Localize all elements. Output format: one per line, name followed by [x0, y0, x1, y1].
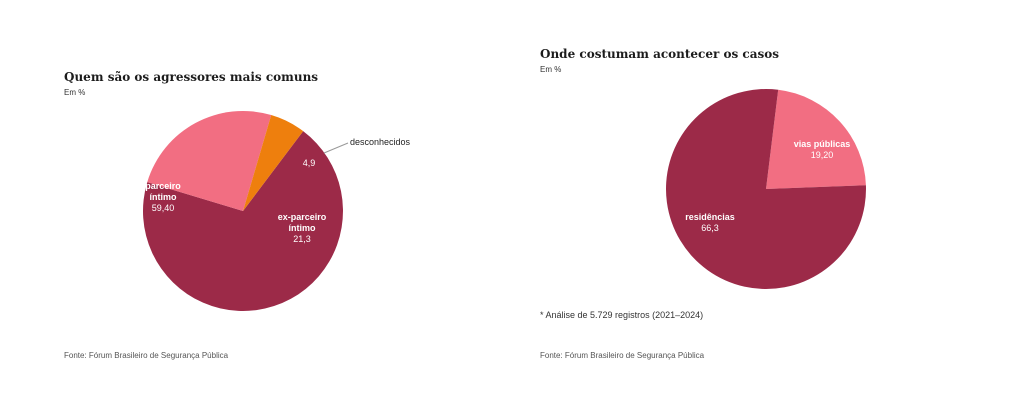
slice-value-label: 4,9 — [303, 158, 316, 168]
slice-label-residencias: residências 66,3 — [685, 212, 735, 233]
slice-name-line: ex-parceiro — [278, 212, 327, 222]
pie-slice-residencias — [666, 89, 867, 290]
chart-subtitle: Em % — [540, 65, 562, 74]
pie-slice-ex-parceiro-intimo — [147, 110, 272, 211]
slice-name-label: desconhecidos — [350, 137, 411, 147]
slice-name-line: parceiro — [145, 181, 181, 191]
chart-title: Onde costumam acontecer os casos — [540, 47, 780, 61]
pie-chart-locais: residências 66,3 vias públicas 19,20 — [666, 89, 867, 290]
chart-panel-agressores: Quem são os agressores mais comuns Em % … — [0, 0, 470, 401]
slice-value: 66,3 — [701, 223, 719, 233]
slice-label-ex-parceiro-intimo: ex-parceiro íntimo 21,3 — [278, 212, 327, 244]
pie-slice-vias-publicas — [766, 89, 866, 189]
chart-note: * Análise de 5.729 registros (2021–2024) — [540, 310, 704, 320]
chart-panel-locais: Onde costumam acontecer os casos Em % re… — [512, 0, 1012, 401]
pie-slice-parceiro-intimo — [142, 131, 343, 312]
chart-title: Quem são os agressores mais comuns — [64, 70, 319, 84]
chart-subtitle: Em % — [64, 88, 86, 97]
slice-label-parceiro-intimo: parceiro íntimo 59,40 — [145, 181, 181, 213]
slice-name-line: vias públicas — [794, 139, 851, 149]
slice-value: 19,20 — [811, 150, 834, 160]
slice-label-vias-publicas: vias públicas 19,20 — [794, 139, 851, 160]
chart-source: Fonte: Fórum Brasileiro de Segurança Púb… — [64, 351, 229, 360]
chart-source: Fonte: Fórum Brasileiro de Segurança Púb… — [540, 351, 705, 360]
callout-line — [323, 142, 349, 154]
slice-name-line: íntimo — [150, 192, 177, 202]
slice-value: 59,40 — [152, 203, 175, 213]
pie-slice-desconhecidos — [243, 115, 304, 211]
slice-value: 21,3 — [293, 234, 311, 244]
slice-name-line: íntimo — [289, 223, 316, 233]
slice-name-line: residências — [685, 212, 735, 222]
